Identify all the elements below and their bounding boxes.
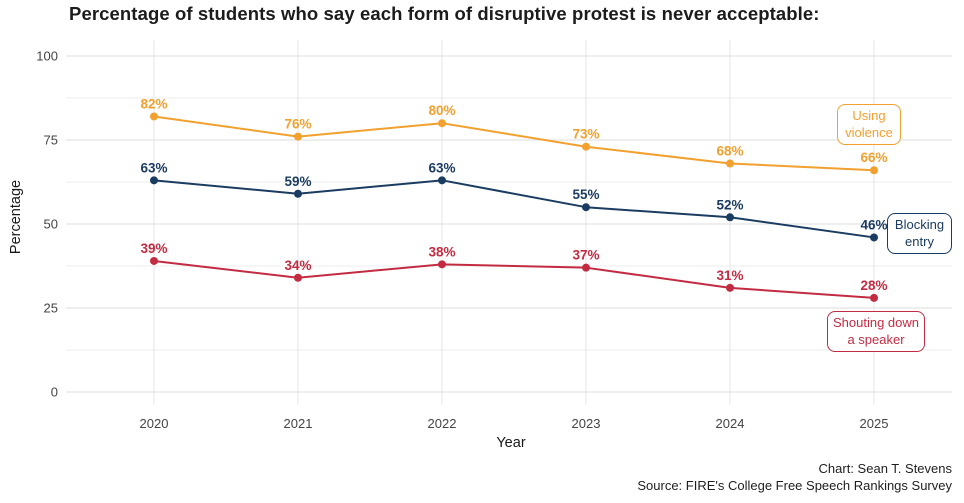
- y-tick-label: 100: [36, 49, 58, 64]
- data-point: [150, 256, 158, 265]
- series-line: [153, 179, 875, 239]
- data-point-label: 59%: [284, 174, 311, 189]
- data-point-label: 73%: [572, 127, 599, 142]
- data-point-label: 34%: [284, 258, 311, 273]
- data-point: [870, 166, 878, 175]
- credit-chart-author: Chart: Sean T. Stevens: [818, 461, 952, 476]
- x-axis-title: Year: [496, 435, 526, 451]
- data-point: [582, 263, 590, 272]
- data-point: [150, 176, 158, 185]
- x-tick-label: 2021: [284, 416, 313, 431]
- y-axis-title: Percentage: [8, 179, 24, 255]
- data-point-label: 80%: [428, 103, 455, 118]
- data-point-label: 37%: [572, 248, 599, 263]
- data-point: [150, 112, 158, 121]
- data-point-label: 82%: [140, 96, 167, 111]
- y-tick-label: 75: [44, 133, 58, 148]
- data-point: [726, 159, 734, 168]
- x-tick-label: 2023: [572, 416, 601, 431]
- credit-source: Source: FIRE's College Free Speech Ranki…: [637, 477, 952, 493]
- data-point-label: 52%: [716, 197, 743, 212]
- credits: Chart: Sean T. Stevens Source: FIRE's Co…: [637, 461, 952, 494]
- data-point-label: 46%: [860, 217, 887, 232]
- chart-title: Percentage of students who say each form…: [69, 3, 820, 24]
- data-point-label: 31%: [716, 268, 743, 283]
- x-tick-label: 2025: [860, 416, 889, 431]
- data-point-label: 55%: [572, 187, 599, 202]
- series-line: [153, 115, 875, 172]
- series-label-blocking-entry: Blocking entry: [887, 213, 952, 254]
- data-point: [870, 233, 878, 242]
- data-point: [294, 273, 302, 282]
- series-label-using-violence: Using violence: [837, 104, 901, 145]
- data-point: [294, 189, 302, 198]
- x-tick-label: 2022: [428, 416, 457, 431]
- series-line: [153, 259, 875, 299]
- data-point: [726, 213, 734, 222]
- x-tick-label: 2024: [716, 416, 745, 431]
- data-point: [438, 260, 446, 269]
- data-point-label: 28%: [860, 278, 887, 293]
- data-point-label: 38%: [428, 244, 455, 259]
- data-point-label: 63%: [140, 160, 167, 175]
- data-point: [582, 203, 590, 212]
- data-point-label: 39%: [140, 241, 167, 256]
- data-point: [294, 132, 302, 141]
- data-point-label: 76%: [284, 117, 311, 132]
- data-point: [870, 293, 878, 302]
- y-tick-label: 0: [51, 385, 58, 400]
- x-tick-label: 2020: [140, 416, 169, 431]
- data-point-label: 63%: [428, 160, 455, 175]
- data-point-label: 66%: [860, 150, 887, 165]
- series-label-shouting-down-speaker: Shouting down a speaker: [827, 311, 925, 352]
- y-tick-label: 25: [44, 301, 58, 316]
- y-tick-label: 50: [44, 217, 58, 232]
- data-point: [438, 119, 446, 128]
- data-point: [582, 142, 590, 151]
- data-point-label: 68%: [716, 144, 743, 159]
- data-point: [438, 176, 446, 185]
- data-point: [726, 283, 734, 292]
